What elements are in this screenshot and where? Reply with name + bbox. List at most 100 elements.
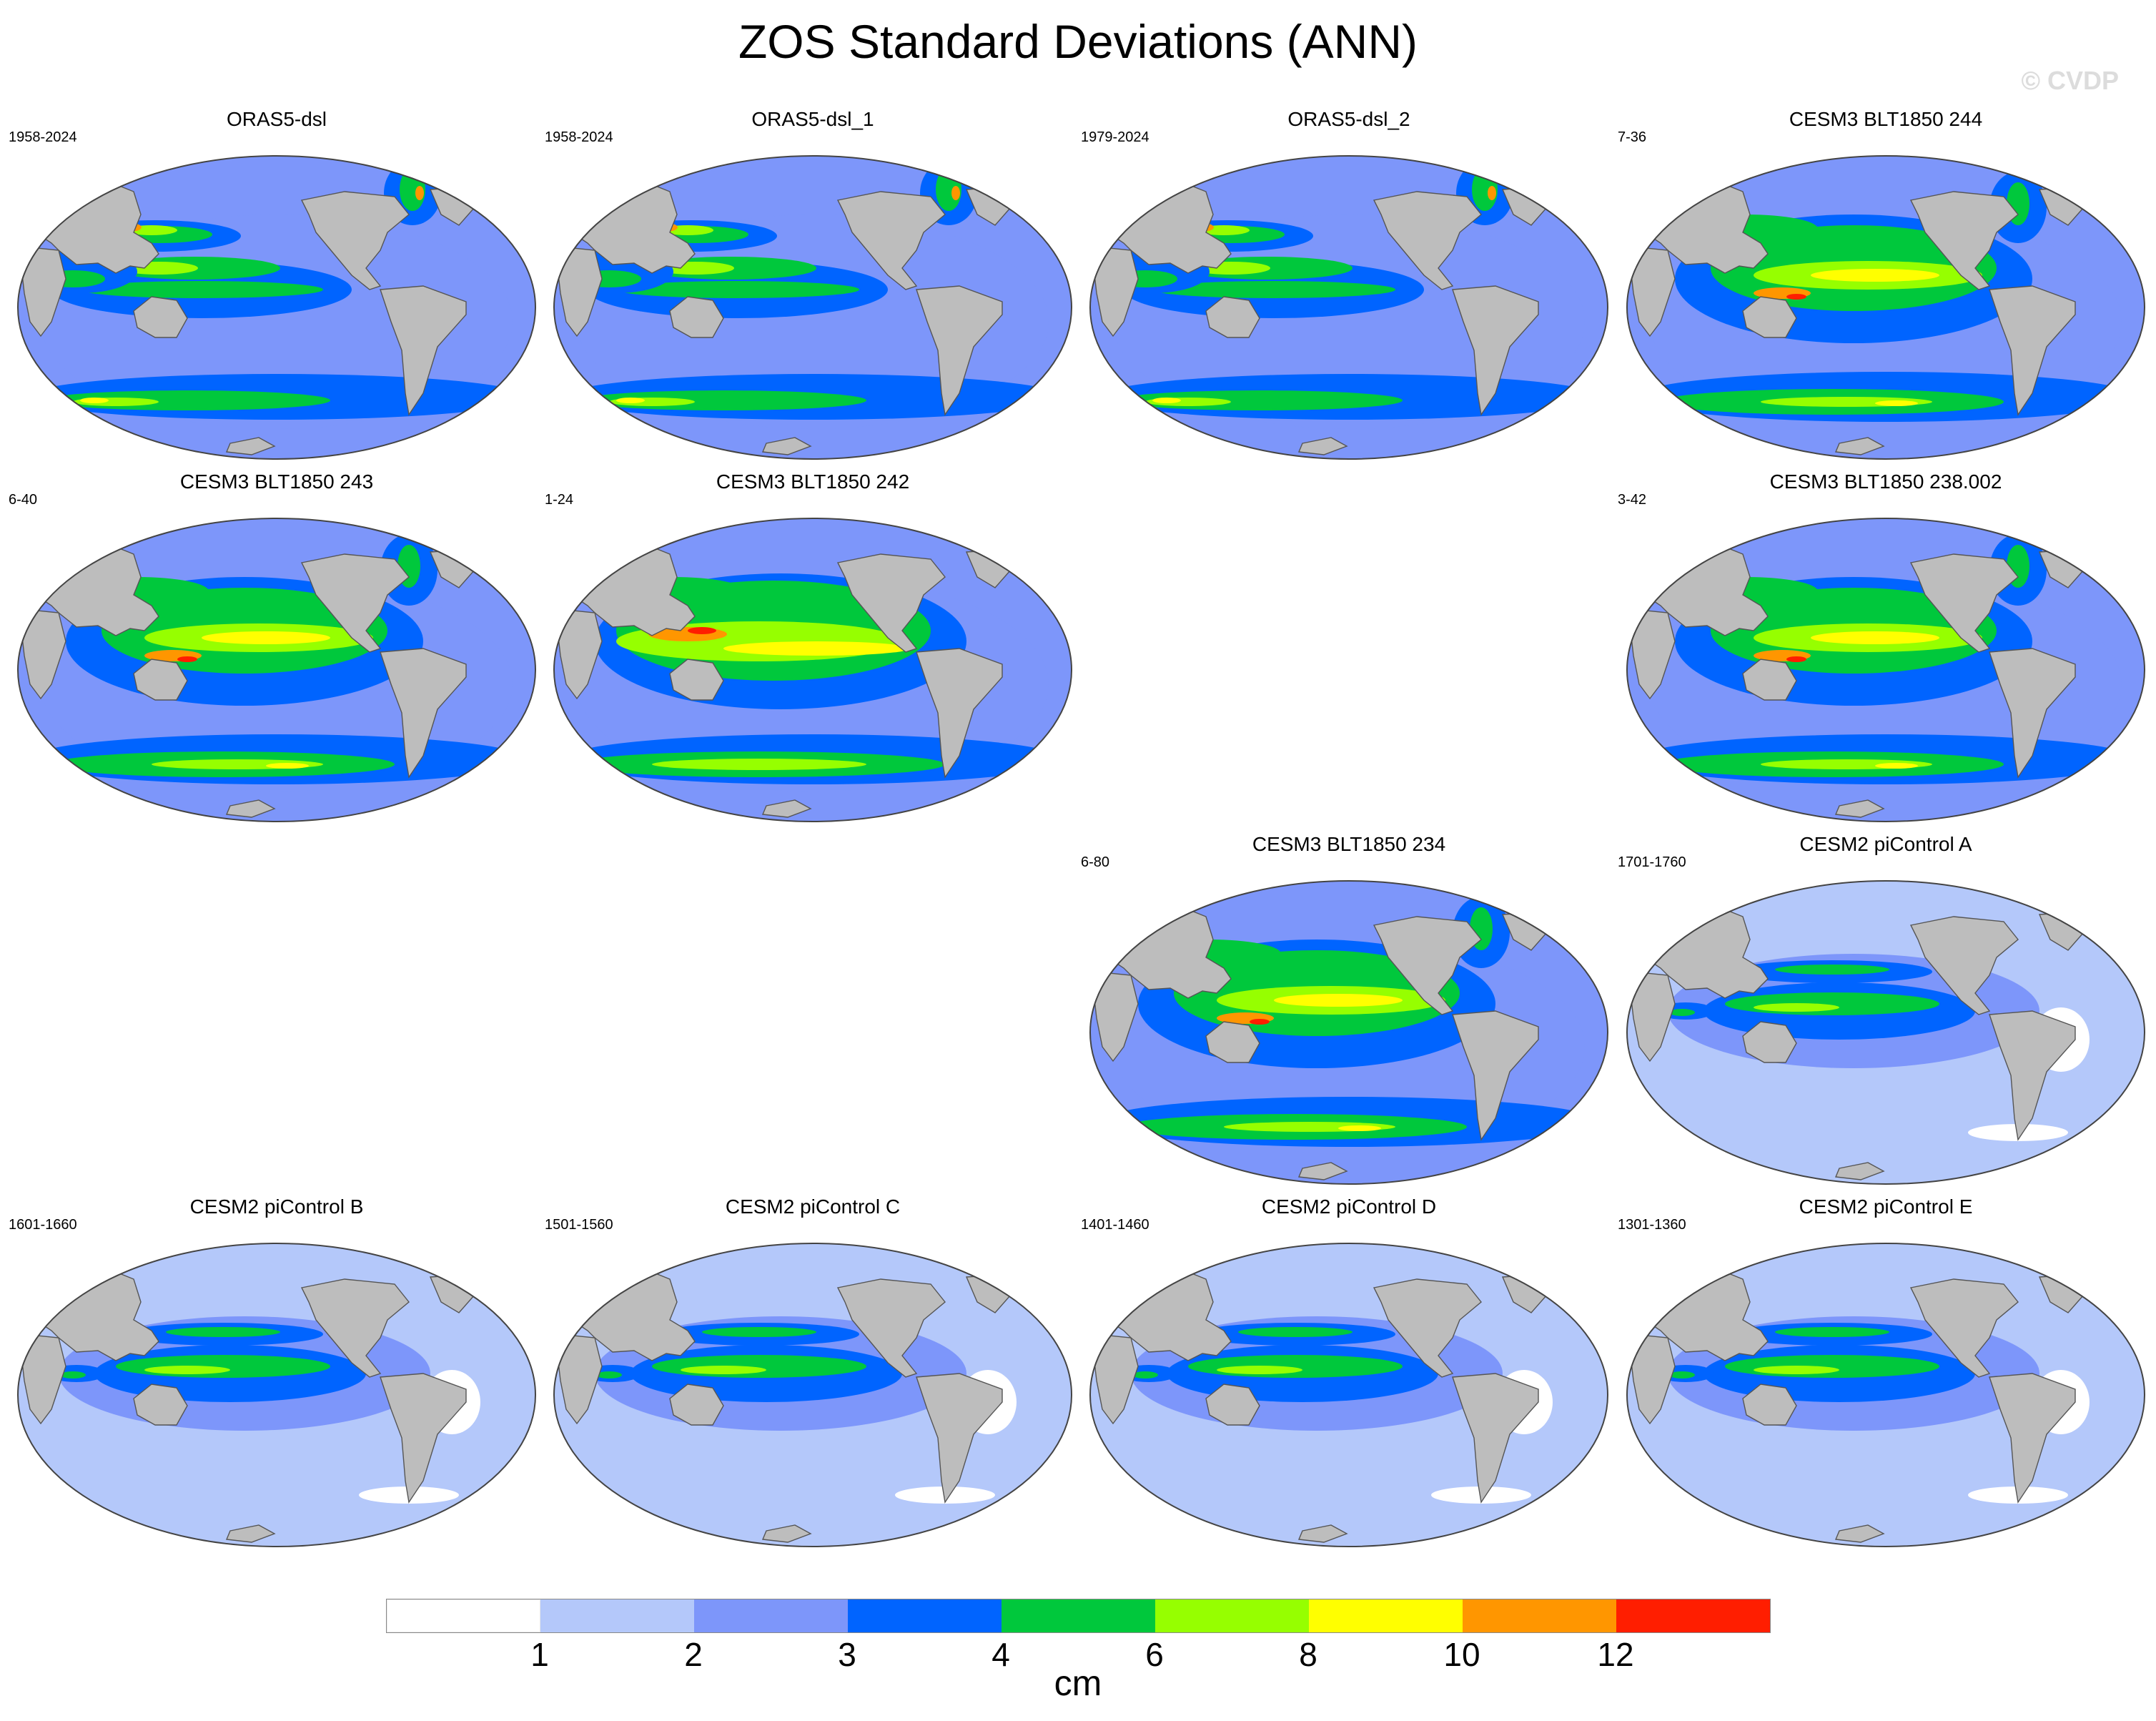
zos-band xyxy=(116,1355,330,1378)
colorbar-tick-label: 2 xyxy=(684,1636,703,1673)
panel-title: CESM3 BLT1850 244 xyxy=(1789,108,1983,130)
map-panel: CESM2 piControl C 1501-1560 xyxy=(545,1195,1081,1552)
land-australia xyxy=(669,296,724,338)
ocean-field xyxy=(1090,156,1608,459)
map-border xyxy=(1626,1243,2145,1547)
panel-title: CESM3 BLT1850 234 xyxy=(1252,833,1446,855)
zos-band xyxy=(1102,394,1117,400)
land-antarctica xyxy=(1834,437,1885,455)
map-border xyxy=(553,518,1072,822)
world-map xyxy=(1626,518,2145,822)
land-namerica xyxy=(836,191,946,290)
land-namerica xyxy=(836,553,946,653)
ocean-field xyxy=(554,1243,1072,1547)
zos-band xyxy=(688,627,716,634)
land-samerica xyxy=(1452,285,1539,416)
zos-band xyxy=(951,186,960,200)
land-antarctica xyxy=(1834,799,1885,818)
land-antarctica xyxy=(761,437,812,455)
land-samerica xyxy=(1989,648,2076,779)
zos-band xyxy=(80,398,109,403)
zos-band xyxy=(166,1327,280,1337)
map-border xyxy=(1089,155,1608,460)
zos-band xyxy=(1811,631,1939,644)
zos-band xyxy=(60,1371,86,1379)
map-panel: CESM2 piControl D 1401-1460 xyxy=(1081,1195,1617,1552)
land-australia xyxy=(133,296,188,338)
panel-years: 1-24 xyxy=(545,492,574,508)
zos-band xyxy=(1786,656,1806,662)
zos-band xyxy=(1775,965,1889,975)
land-samerica xyxy=(916,1373,1003,1504)
land-australia xyxy=(1742,296,1797,338)
colorbar-segment xyxy=(1155,1599,1309,1632)
ocean-field xyxy=(1627,156,2145,459)
world-map xyxy=(1089,880,1608,1185)
ocean-field xyxy=(18,518,535,822)
ocean-field xyxy=(1090,1243,1608,1547)
map-border xyxy=(1089,1243,1608,1547)
land-antarctica xyxy=(225,1524,276,1543)
land-namerica xyxy=(1373,1278,1482,1378)
panel-years: 7-36 xyxy=(1618,129,1647,145)
zos-band xyxy=(1488,186,1496,200)
map-panel: CESM3 BLT1850 242 1-24 xyxy=(545,470,1081,827)
zos-band xyxy=(1754,1366,1839,1374)
zos-band xyxy=(1754,1003,1839,1012)
land-samerica xyxy=(380,648,467,779)
zos-band xyxy=(1875,763,1918,769)
zos-band xyxy=(144,1366,230,1374)
world-map xyxy=(553,518,1072,822)
panel-title: ORAS5-dsl_2 xyxy=(1287,108,1410,130)
colorbar-tick-label: 6 xyxy=(1145,1636,1164,1673)
map-panel: CESM3 BLT1850 243 6-40 xyxy=(9,470,545,827)
ocean-field xyxy=(554,518,1072,822)
ocean-field xyxy=(554,156,1072,459)
colorbar-units: cm xyxy=(1054,1663,1102,1703)
panel-years: 1979-2024 xyxy=(1081,129,1149,145)
map-border xyxy=(553,1243,1072,1547)
colorbar-tick-label: 1 xyxy=(530,1636,549,1673)
land-samerica xyxy=(1989,1373,2076,1504)
land-samerica xyxy=(1452,1373,1539,1504)
zos-band xyxy=(681,1366,766,1374)
land-namerica xyxy=(1909,1278,2019,1378)
land-namerica xyxy=(836,1278,946,1378)
panel-years: 1601-1660 xyxy=(9,1217,77,1233)
colorbar-tick-label: 12 xyxy=(1597,1636,1634,1673)
panel-years: 1701-1760 xyxy=(1618,854,1686,870)
colorbar-segment xyxy=(1463,1599,1616,1632)
zos-band xyxy=(1188,1355,1403,1378)
land-antarctica xyxy=(1297,1524,1348,1543)
land-samerica xyxy=(1989,1010,2076,1141)
map-panel: CESM2 piControl E 1301-1360 xyxy=(1618,1195,2154,1552)
world-map xyxy=(1089,155,1608,460)
ocean-field xyxy=(1090,881,1608,1184)
colorbar-tick-label: 4 xyxy=(992,1636,1010,1673)
map-panel: CESM3 BLT1850 238.002 3-42 xyxy=(1618,470,2154,827)
map-panel: ORAS5-dsl_1 1958-2024 xyxy=(545,107,1081,465)
zos-band xyxy=(1786,294,1806,300)
zos-band xyxy=(1875,400,1918,406)
panel-title: ORAS5-dsl xyxy=(226,108,327,130)
zos-band xyxy=(1669,1371,1695,1379)
zos-band xyxy=(1152,281,1395,298)
colorbar-ticks: 1 2 3 4 6 8 10 12 xyxy=(386,1632,1769,1675)
map-border xyxy=(1626,880,2145,1185)
map-border xyxy=(553,155,1072,460)
panel-years: 1401-1460 xyxy=(1081,1217,1149,1233)
colorbar xyxy=(386,1599,1771,1633)
colorbar-tick-label: 8 xyxy=(1299,1636,1317,1673)
zos-band xyxy=(1274,994,1403,1007)
land-australia xyxy=(1205,1384,1260,1426)
cvdp-watermark: © CVDP xyxy=(2021,66,2119,95)
map-panel: ORAS5-dsl_2 1979-2024 xyxy=(1081,107,1617,465)
panel-years: 6-40 xyxy=(9,492,38,508)
world-map xyxy=(1626,1243,2145,1547)
land-samerica xyxy=(380,285,467,416)
zos-band xyxy=(202,631,330,644)
zos-band xyxy=(177,656,197,662)
land-australia xyxy=(1205,296,1260,338)
colorbar-segment xyxy=(387,1599,540,1632)
map-border xyxy=(1089,880,1608,1185)
